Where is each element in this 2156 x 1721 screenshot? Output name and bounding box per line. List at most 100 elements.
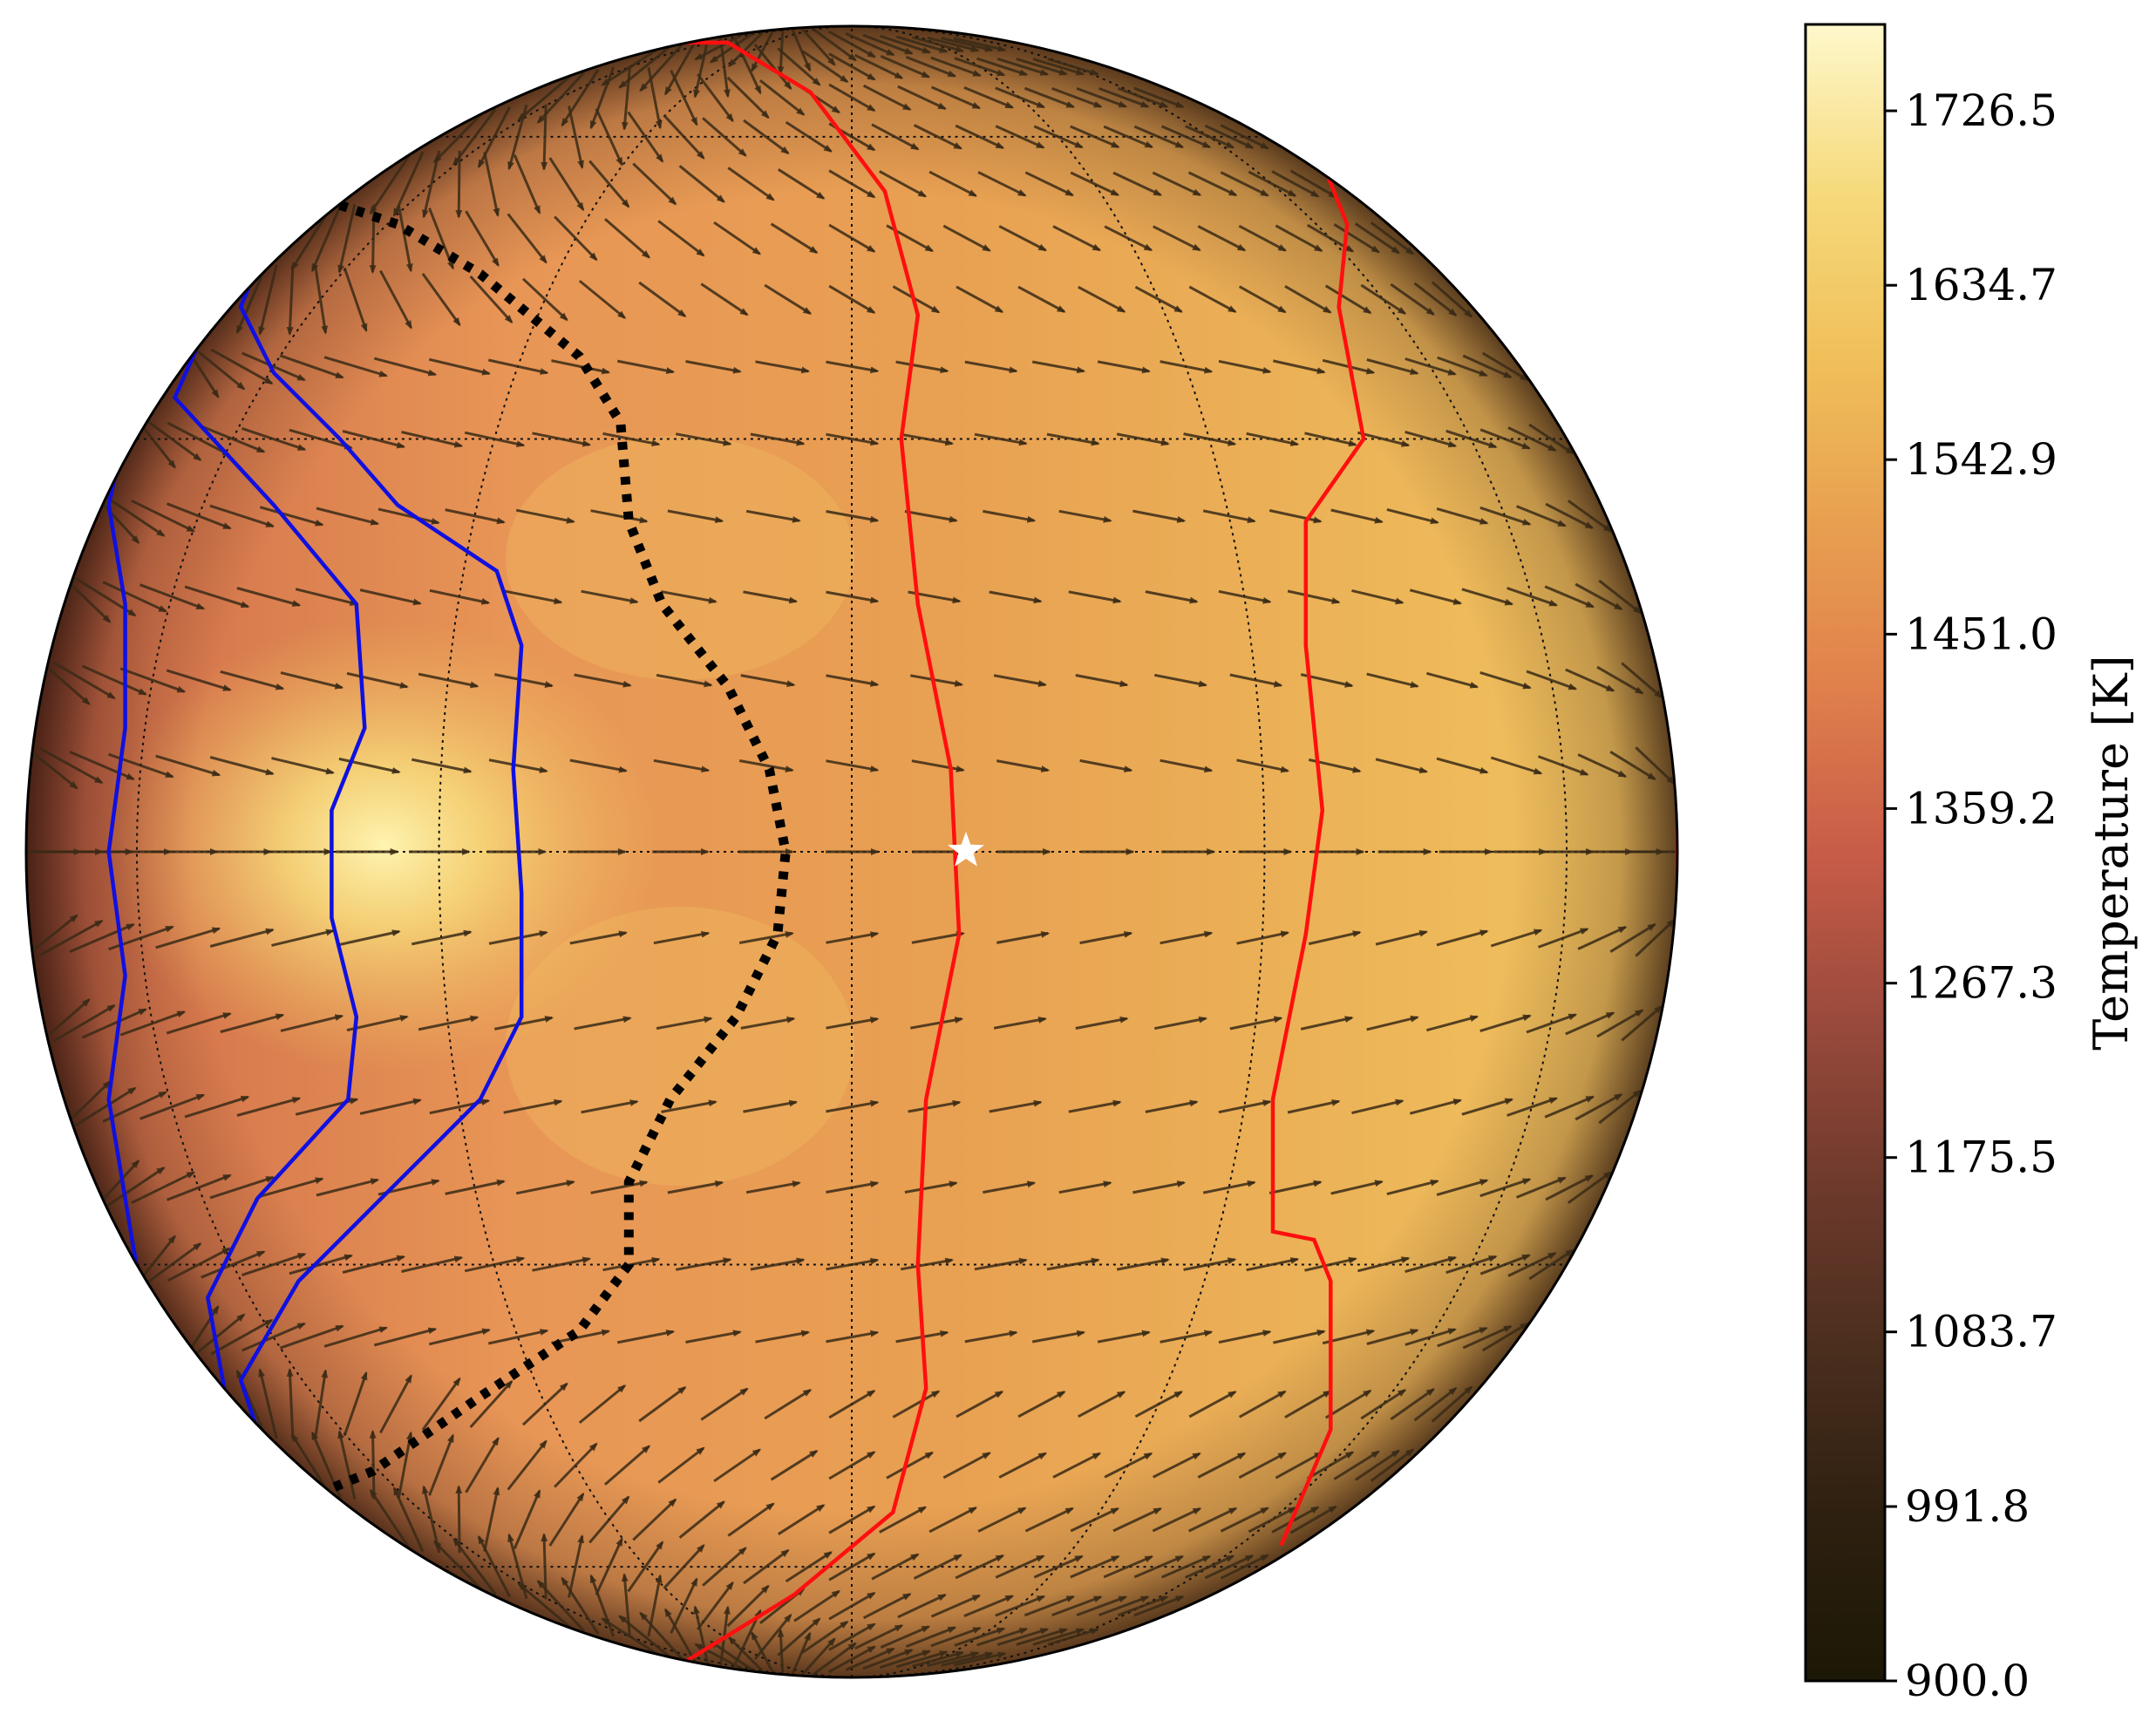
wind-arrow [700, 1387, 749, 1421]
wind-arrow [554, 215, 598, 262]
wind-arrow [464, 431, 526, 448]
wind-arrow [210, 348, 274, 385]
wind-arrow [811, 27, 857, 62]
wind-arrow [503, 589, 563, 605]
wind-arrow [209, 928, 275, 948]
wind-arrow [913, 1554, 963, 1580]
wind-arrow [1204, 124, 1255, 149]
wind-arrow [827, 30, 877, 58]
wind-arrow [271, 757, 336, 775]
wind-arrow [1117, 86, 1169, 108]
wind-arrow [892, 1390, 941, 1418]
wind-arrow [928, 170, 978, 197]
wind-arrow [996, 1628, 1050, 1647]
wind-arrow [1070, 125, 1120, 149]
colorbar: 900.0 991.8 1083.7 1175.5 1267.3 1359.2 1451.0… [1804, 23, 2139, 1706]
wind-arrow [554, 1442, 598, 1488]
wind-arrow [469, 275, 513, 324]
wind-arrow [1404, 430, 1458, 448]
wind-arrow [826, 510, 880, 523]
wind-arrow [900, 432, 955, 446]
wind-arrow [1366, 672, 1419, 689]
wind-arrow [373, 1327, 438, 1347]
wind-arrow [963, 1595, 1015, 1617]
wind-arrow [1330, 1180, 1384, 1195]
wind-arrow [1426, 671, 1479, 689]
wind-arrow [338, 757, 401, 774]
wind-arrow [1635, 919, 1676, 957]
wind-arrow [411, 929, 473, 946]
wind-arrow [1284, 285, 1332, 314]
wind-arrow [1098, 1595, 1150, 1617]
wind-arrow [976, 57, 1029, 77]
wind-arrow [1479, 506, 1532, 526]
wind-arrow [697, 73, 734, 123]
wind-arrow [1202, 509, 1256, 524]
wind-arrow [770, 222, 819, 254]
wind-arrow [142, 1242, 202, 1287]
wind-arrow [1287, 1099, 1341, 1114]
wind-arrow [1390, 1388, 1436, 1421]
wind-arrow [1386, 507, 1439, 525]
wind-arrow [236, 1097, 302, 1117]
wind-arrow [1161, 125, 1212, 149]
wind-arrow [750, 1257, 806, 1271]
wind-arrow [1248, 170, 1297, 197]
wind-arrow [1248, 1507, 1297, 1534]
wind-arrow [1461, 588, 1514, 606]
wind-arrow [568, 1534, 585, 1598]
wind-arrow [964, 1330, 1018, 1343]
wind-arrow [697, 1581, 734, 1630]
wind-arrow [1567, 1171, 1613, 1204]
wind-arrow [908, 1099, 962, 1113]
wind-arrow [131, 1171, 196, 1205]
wind-arrow [675, 1257, 732, 1271]
wind-arrow [738, 759, 794, 773]
wind-arrow [1188, 285, 1237, 313]
wind-arrow [1033, 125, 1085, 149]
wind-arrow [963, 86, 1015, 109]
wind-arrow [616, 359, 676, 374]
wind-arrow [1133, 86, 1185, 109]
wind-arrow [1097, 360, 1152, 374]
wind-arrow [663, 1544, 705, 1589]
wind-arrow [627, 1541, 664, 1593]
wind-arrow [828, 1451, 876, 1480]
wind-arrow [236, 587, 302, 607]
wind-arrow [421, 1377, 461, 1431]
wind-arrow [663, 1608, 698, 1665]
wind-arrow [38, 746, 104, 785]
wind-arrow [316, 1178, 380, 1197]
wind-arrow [477, 1534, 512, 1598]
wind-arrow [1528, 423, 1574, 455]
red-contour [1270, 140, 1366, 1547]
wind-arrow [1016, 1628, 1069, 1646]
wind-arrow [1070, 1554, 1120, 1579]
wind-arrow [1544, 1095, 1595, 1119]
wind-arrow [1357, 431, 1411, 447]
wind-arrow [871, 1553, 920, 1581]
wind-arrow [513, 1488, 541, 1549]
wind-arrow [342, 430, 406, 449]
wind-arrow [618, 44, 672, 89]
wind-arrow [1445, 1255, 1498, 1275]
wind-arrow [1104, 225, 1153, 252]
wind-arrow [1047, 1628, 1100, 1646]
wind-arrow [316, 507, 380, 526]
wind-arrow [1360, 283, 1407, 315]
wind-arrow [621, 1573, 631, 1638]
wind-arrow [927, 1650, 980, 1668]
wind-arrow [184, 585, 250, 609]
wind-arrow [1577, 926, 1628, 950]
wind-arrow [621, 65, 631, 131]
wind-arrow [422, 1485, 441, 1554]
wind-arrow [581, 589, 639, 604]
wind-arrow [777, 1617, 821, 1656]
wind-arrow [1333, 223, 1381, 254]
wind-arrow [912, 36, 965, 53]
wind-arrow [1366, 1329, 1419, 1345]
wind-arrow [738, 930, 794, 944]
colorbar-tick-label: 1083.7 [1905, 1307, 2057, 1357]
wind-arrow [1152, 171, 1202, 197]
